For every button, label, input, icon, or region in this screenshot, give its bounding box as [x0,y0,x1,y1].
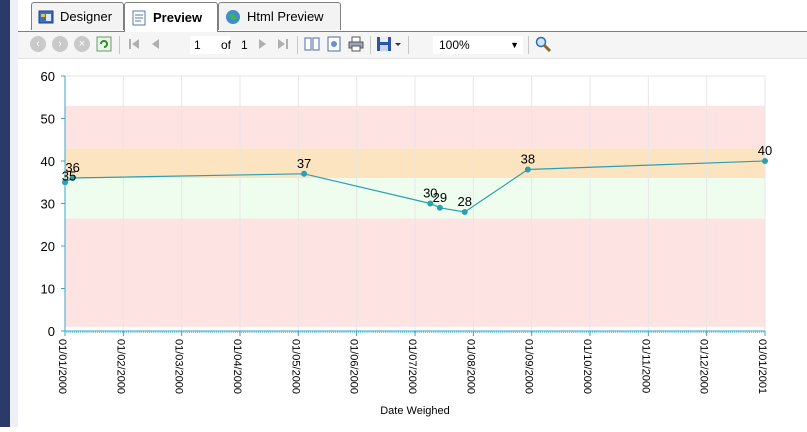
print-layout-icon[interactable] [326,36,342,52]
forward-icon[interactable]: › [52,36,68,52]
tab-html-preview-label: Html Preview [247,9,324,24]
back-icon[interactable]: ‹ [30,36,46,52]
print-icon[interactable] [348,36,364,52]
x-tick-label: 01/07/2000 [406,339,418,394]
data-label: 37 [297,156,311,171]
x-tick-label: 01/05/2000 [289,339,301,394]
x-tick-label: 01/12/2000 [698,339,710,394]
y-tick-label: 0 [48,324,55,339]
weight-chart: 0 10 20 30 40 50 60 01/01/2000 01/02/2000 01/03/2… [41,69,773,417]
toolbar-separator [408,36,409,54]
toolbar-separator [528,36,529,54]
ide-side-strip [0,0,10,427]
refresh-icon[interactable] [96,36,112,52]
report-canvas: 0 10 20 30 40 50 60 01/01/2000 01/02/2000 01/03/2… [18,59,807,427]
current-page-input[interactable]: 1 [190,36,230,54]
tab-preview[interactable]: Preview [124,2,218,32]
data-label: 28 [457,194,471,209]
x-tick-label: 01/09/2000 [523,339,535,394]
y-tick-label: 60 [41,69,55,84]
data-point [461,209,468,215]
tab-preview-label: Preview [153,10,203,25]
tab-designer-label: Designer [60,9,113,24]
toolbar-separator [297,36,298,54]
y-tick-label: 50 [41,112,55,127]
export-icon[interactable] [376,36,392,52]
y-tick-label: 30 [41,197,55,212]
x-tick-label: 01/06/2000 [348,339,360,394]
tab-bar: Designer Preview Html Preview [18,0,807,32]
x-tick-label: 01/03/2000 [173,339,185,394]
preview-icon [131,10,147,26]
designer-icon [38,9,54,25]
of-label: of [221,38,232,52]
data-point [427,200,434,207]
x-axis-title: Date Weighed [380,405,450,417]
x-tick-label: 01/02/2000 [114,339,126,394]
data-point [524,166,531,173]
last-page-icon[interactable] [275,36,291,52]
data-point [69,175,76,181]
data-label: 36 [65,160,79,175]
tab-html-preview[interactable]: Html Preview [218,2,341,30]
stop-icon[interactable]: × [74,36,90,52]
x-tick-label: 01/11/2000 [639,339,651,393]
zoom-select[interactable]: 100% ▼ [433,36,523,54]
x-tick-label: 01/04/2000 [231,339,243,394]
data-point [301,170,308,177]
report-toolbar: ‹ › × 1 of 1 100% ▼ [18,32,807,59]
data-label: 29 [433,190,447,205]
find-icon[interactable] [535,36,552,53]
toolbar-separator [370,36,371,54]
first-page-icon[interactable] [126,36,142,52]
x-tick-label: 01/10/2000 [581,339,593,394]
y-tick-label: 10 [41,282,55,297]
x-tick-label: 01/01/2000 [56,339,68,394]
data-label: 35 [62,168,76,183]
data-point [62,179,68,186]
next-page-icon[interactable] [254,36,270,52]
toolbar-separator [119,36,120,54]
data-point [762,158,768,164]
tab-designer[interactable]: Designer [31,2,124,30]
data-label: 30 [423,186,437,201]
chevron-down-icon: ▼ [510,40,519,50]
previous-page-icon[interactable] [148,36,164,52]
x-tick-label: 01/08/2000 [464,339,476,394]
zoom-value: 100% [439,38,470,52]
total-pages: 1 [241,38,248,52]
x-tick-label: 01/01/2001 [756,339,768,394]
y-tick-label: 40 [41,154,55,169]
y-tick-label: 20 [41,239,55,254]
data-label: 40 [758,143,772,158]
series-line [64,160,766,213]
data-point [436,204,443,211]
data-label: 38 [521,152,535,167]
document-map-icon[interactable] [304,36,320,52]
globe-icon [225,9,241,25]
export-dropdown-icon[interactable] [393,36,403,52]
